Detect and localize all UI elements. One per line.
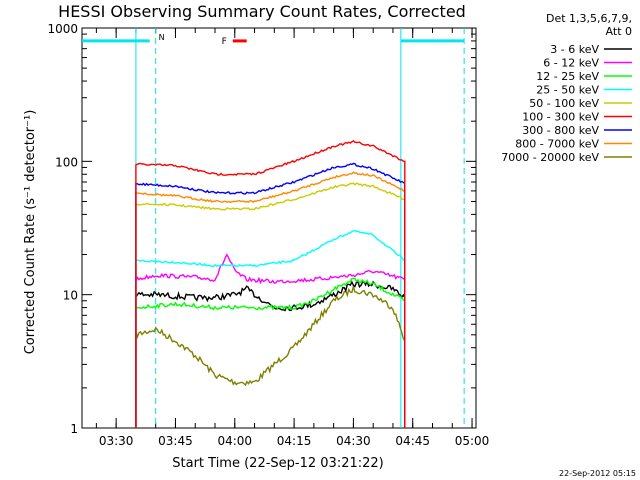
y-tick-label: 1000	[47, 22, 78, 36]
x-tick-label: 03:45	[158, 434, 193, 448]
series-line	[135, 171, 406, 428]
footer-timestamp: 22-Sep-2012 05:15	[559, 469, 636, 478]
night-flag-label: N	[159, 33, 165, 42]
y-tick-label: 10	[63, 289, 78, 303]
legend-entry-label: 800 - 7000 keV	[515, 138, 599, 151]
series-line	[135, 277, 406, 428]
legend-entry-label: 3 - 6 keV	[550, 43, 599, 56]
legend-entry-label: 7000 - 20000 keV	[501, 151, 599, 164]
legend-entry-label: 12 - 25 keV	[536, 70, 599, 83]
legend-header: Det 1,3,5,6,7,9,	[546, 12, 632, 25]
legend-subheader: Att 0	[606, 25, 632, 38]
x-tick-label: 03:30	[99, 434, 134, 448]
legend-entry-label: 25 - 50 keV	[536, 84, 599, 97]
series-line	[135, 279, 406, 428]
x-tick-label: 04:15	[277, 434, 312, 448]
legend-entry-label: 50 - 100 keV	[529, 97, 599, 110]
legend-entry-label: 300 - 800 keV	[522, 124, 599, 137]
x-tick-label: 04:45	[395, 434, 430, 448]
series-line	[135, 253, 406, 428]
legend-entry-label: 100 - 300 keV	[522, 111, 599, 124]
series-line	[135, 140, 406, 428]
y-tick-label: 1	[70, 422, 78, 436]
x-axis-label: Start Time (22-Sep-12 03:21:22)	[172, 456, 383, 471]
y-tick-label: 100	[55, 155, 78, 169]
series-line	[135, 283, 406, 428]
series-layer	[135, 140, 406, 428]
plot-frame	[81, 27, 477, 429]
axis-ticks: 03:30 03:45 04:00 04:15 04:30 04:45 05:00 1 10 10…	[47, 22, 489, 448]
x-tick-label: 04:30	[336, 434, 371, 448]
y-axis-label: Corrected Count Rate (s⁻¹ detector⁻¹)	[23, 110, 38, 355]
x-tick-label: 05:00	[455, 434, 490, 448]
series-line	[135, 182, 406, 428]
legend-entry-label: 6 - 12 keV	[543, 57, 599, 70]
chart-title: HESSI Observing Summary Count Rates, Cor…	[58, 2, 466, 21]
svg-text:Corrected Count Rate (s⁻¹ dete: Corrected Count Rate (s⁻¹ detector⁻¹)	[23, 110, 38, 355]
series-line	[135, 162, 406, 428]
flare-flag-label: F	[222, 37, 227, 47]
x-tick-label: 04:00	[217, 434, 252, 448]
series-line	[135, 229, 406, 428]
